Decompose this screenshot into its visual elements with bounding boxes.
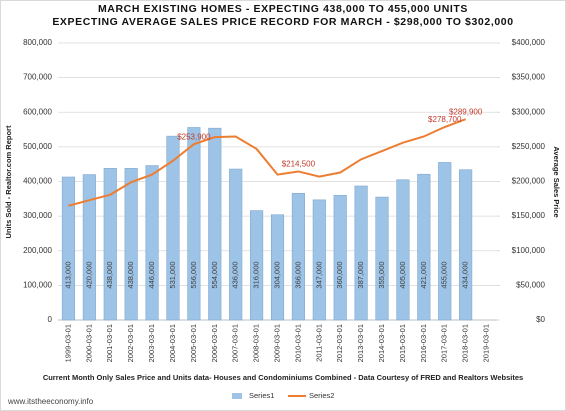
x-tick-label: 2014-03-01	[377, 324, 386, 362]
y2-tick-label: $400,000	[512, 38, 546, 47]
bar	[417, 173, 431, 321]
bar	[396, 179, 410, 321]
line-value-label: $214,500	[282, 160, 316, 169]
chart-title: MARCH EXISTING HOMES - EXPECTING 438,000…	[98, 3, 468, 15]
bar	[124, 168, 138, 321]
y-tick-label: 700,000	[23, 73, 52, 82]
x-tick-label: 1999-03-01	[63, 324, 72, 362]
bar-value-label: 347,000	[314, 261, 323, 288]
bar-value-label: 531,000	[168, 261, 177, 288]
y2-tick-label: $350,000	[512, 73, 546, 82]
bar-value-label: 420,000	[84, 261, 93, 288]
bar-value-label: 304,000	[272, 261, 281, 288]
x-tick-label: 2011-03-01	[314, 324, 323, 362]
bar	[333, 195, 347, 321]
bar-value-label: 421,000	[419, 261, 428, 288]
bar-value-label: 556,000	[189, 261, 198, 288]
x-tick-label: 2009-03-01	[272, 324, 281, 362]
x-tick-label: 2000-03-01	[84, 324, 93, 362]
y-tick-label: 500,000	[23, 142, 52, 151]
y-tick-label: 0	[48, 315, 53, 324]
x-tick-label: 2013-03-01	[356, 324, 365, 362]
y-tick-label: 800,000	[23, 38, 52, 47]
line-value-label: $253,900	[177, 132, 211, 141]
line-value-label: $289,900	[449, 107, 483, 116]
y-tick-label: 300,000	[23, 211, 52, 220]
line-value-label: $278,700	[428, 115, 462, 124]
x-tick-label: 2004-03-01	[168, 324, 177, 362]
bar	[250, 210, 264, 321]
y2-tick-label: $0	[536, 315, 545, 324]
x-tick-label: 2012-03-01	[335, 324, 344, 362]
y-tick-label: 600,000	[23, 107, 52, 116]
line	[68, 118, 466, 207]
y-tick-label: 100,000	[23, 280, 52, 289]
bar-value-label: 405,000	[398, 261, 407, 288]
bar-value-label: 360,000	[335, 261, 344, 288]
x-tick-label: 2003-03-01	[147, 324, 156, 362]
bar	[82, 174, 96, 321]
x-tick-label: 2015-03-01	[398, 324, 407, 362]
bar	[354, 185, 368, 321]
bar	[312, 199, 326, 321]
bar-value-label: 436,000	[231, 261, 240, 288]
x-tick-label: 2017-03-01	[440, 324, 449, 362]
bar-value-label: 446,000	[147, 261, 156, 288]
x-tick-label: 2006-03-01	[210, 324, 219, 362]
bar	[459, 169, 473, 321]
bar	[166, 135, 180, 321]
y-axis-title: Units Sold - Realtor.com Report	[4, 125, 13, 238]
bar-value-label: 387,000	[356, 261, 365, 288]
bar-value-label: 355,000	[377, 261, 386, 288]
bar	[61, 176, 76, 321]
bar	[229, 168, 243, 321]
x-tick-label: 2005-03-01	[189, 324, 198, 362]
y2-tick-label: $300,000	[512, 107, 546, 116]
y2-tick-label: $250,000	[512, 142, 546, 151]
watermark: www.itstheeconomy.info	[7, 397, 94, 406]
y2-axis-title: Average Sales Price	[552, 146, 561, 217]
bar	[438, 162, 452, 321]
bar-value-label: 455,000	[440, 261, 449, 288]
y2-tick-label: $150,000	[512, 211, 546, 220]
x-tick-label: 2007-03-01	[231, 324, 240, 362]
legend-label: Series2	[309, 391, 334, 400]
bar	[291, 192, 305, 321]
bar-value-label: 316,000	[252, 261, 261, 288]
bar	[270, 214, 285, 321]
bar	[375, 196, 389, 321]
x-tick-label: 2016-03-01	[419, 324, 428, 362]
legend-swatch	[232, 393, 242, 399]
bar-value-label: 413,000	[63, 261, 72, 288]
bar	[145, 165, 159, 321]
y2-tick-label: $50,000	[516, 280, 545, 289]
x-tick-label: 2010-03-01	[293, 324, 302, 362]
bar-value-label: 554,000	[210, 261, 219, 288]
bar	[187, 127, 201, 321]
y2-tick-label: $200,000	[512, 177, 546, 186]
bar-value-label: 438,000	[105, 261, 114, 288]
y-tick-label: 400,000	[23, 177, 52, 186]
legend-label: Series1	[249, 391, 274, 400]
bar	[208, 127, 222, 321]
chart-subtitle: EXPECTING AVERAGE SALES PRICE RECORD FOR…	[52, 16, 513, 28]
bar	[103, 168, 117, 321]
x-tick-label: 2001-03-01	[105, 324, 114, 362]
footnote: Current Month Only Sales Price and Units…	[43, 373, 523, 382]
bar-value-label: 366,000	[293, 261, 302, 288]
bar-value-label: 438,000	[126, 261, 135, 288]
x-tick-label: 2002-03-01	[126, 324, 135, 362]
y-tick-label: 200,000	[23, 246, 52, 255]
bar-value-label: 434,000	[461, 261, 470, 288]
x-tick-label: 2018-03-01	[461, 324, 470, 362]
y2-tick-label: $100,000	[512, 246, 546, 255]
x-tick-label: 2008-03-01	[252, 324, 261, 362]
x-tick-label: 2019-03-01	[482, 324, 491, 362]
